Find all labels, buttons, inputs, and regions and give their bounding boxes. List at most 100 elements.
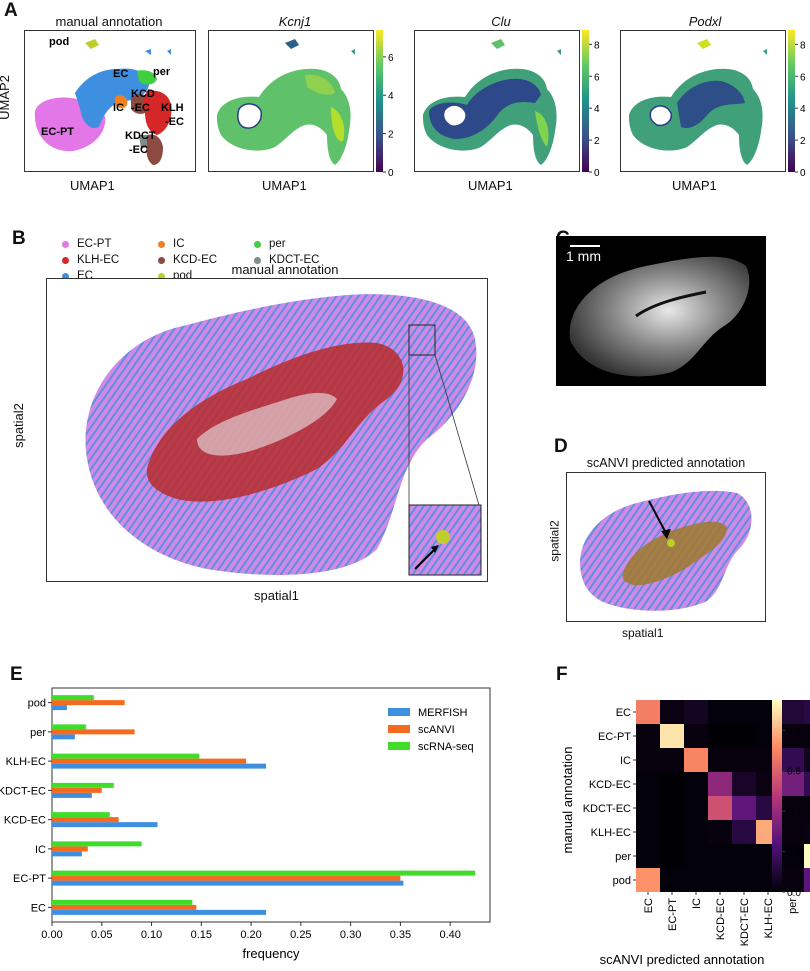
colorbar-tick-label: 8 (594, 40, 600, 51)
heat-cell-klh-ec-ec-pt (660, 820, 684, 844)
heat-cell-ec-pt-kcd-ec (708, 724, 732, 748)
panel-letter-b: B (12, 228, 26, 249)
heat-cell-ec-ec (636, 700, 660, 724)
heat-cell-per-ec-pt (660, 844, 684, 868)
heat-cell-ec-ec-pt (660, 700, 684, 724)
y-tick-label: KDCT-EC (0, 785, 46, 797)
legend-dot-icon (158, 272, 165, 280)
legend-label: KCD-EC (173, 254, 218, 266)
frequency-bar-chart: EC EC-PT IC KCD-EC KDCT-EC KLH-EC per pod 0.00 0… (0, 687, 491, 961)
umap-xlabel-4: UMAP1 (672, 178, 717, 193)
x-tick-label: 0.10 (141, 929, 162, 941)
cluster-label-kdct-1: KDCT (125, 130, 156, 142)
colorbar-tick-label: 8 (800, 40, 806, 51)
umap-xlabel-2: UMAP1 (262, 178, 307, 193)
bar-merfish-klh-ec (52, 763, 267, 769)
heat-cb-tick-label: 0.8 (787, 726, 801, 737)
y-tick-label: pod (28, 698, 46, 710)
heat-cell-ec-pt-pod (804, 724, 810, 748)
heat-cell-ic-kcd-ec (708, 748, 732, 772)
cluster-label-per: per (153, 66, 171, 78)
heat-cell-per-ic (684, 844, 708, 868)
legend-label: KLH-EC (77, 254, 120, 266)
legend-label: IC (173, 238, 185, 250)
heat-row-label: per (615, 851, 631, 863)
bar-scrna-seq-kdct-ec (52, 782, 114, 788)
colorbar-tick-label: 6 (388, 53, 394, 64)
bar-scanvi-ec (52, 904, 197, 910)
y-tick-label: EC-PT (13, 873, 46, 885)
spatial-b-ylabel: spatial2 (10, 403, 26, 448)
heat-cell-klh-ec-kcd-ec (708, 820, 732, 844)
spatial-b-title: manual annotation (231, 262, 339, 277)
cluster-label-kcd-2: -EC (131, 102, 150, 114)
heat-cell-pod-kcd-ec (708, 868, 732, 892)
x-tick-label: 0.30 (340, 929, 361, 941)
bar-merfish-ec-pt (52, 880, 404, 886)
heat-cell-ec-kcd-ec (708, 700, 732, 724)
legend-dot-icon (62, 272, 69, 280)
bar-legend-swatch (388, 708, 410, 716)
heat-row-label: IC (620, 755, 631, 767)
bar-legend-label: MERFISH (418, 707, 468, 719)
heat-cell-kdct-ec-ic (684, 796, 708, 820)
heat-row-label: KDCT-EC (583, 803, 631, 815)
umap-kcnj1-frame (208, 30, 374, 172)
bar-merfish-kdct-ec (52, 792, 92, 798)
confusion-heatmap: EC EC-PT IC KCD-EC KDCT-EC KLH-EC per pod EC EC-… (560, 700, 810, 967)
legend-label: EC-PT (77, 238, 112, 250)
heat-cell-ec-kdct-ec (732, 700, 756, 724)
umap-clu-frame (414, 30, 580, 172)
y-tick-label: KLH-EC (6, 756, 46, 768)
panel-letter-d: D (554, 436, 568, 457)
cluster-label-klh-1: KLH (161, 102, 184, 114)
spatial-d-xlabel: spatial1 (622, 626, 664, 640)
panel-letter-f: F (556, 664, 568, 685)
bar-merfish-pod (52, 705, 67, 711)
heat-col-label: KDCT-EC (739, 898, 751, 946)
x-tick-label: 0.20 (240, 929, 261, 941)
bar-scrna-seq-pod (52, 695, 94, 701)
heat-cell-kcd-ec-pod (804, 772, 810, 796)
bar-legend-swatch (388, 725, 410, 733)
bar-scanvi-ic (52, 846, 88, 852)
spatial-d-frame (566, 472, 766, 622)
colorbar-podxl: 0 2 4 6 8 (788, 30, 806, 176)
fluorescence-image: 1 mm (556, 236, 766, 386)
bar-merfish-ec (52, 909, 267, 915)
bar-legend-label: scRNA-seq (418, 741, 474, 753)
heat-cell-ec-pt-per (780, 724, 804, 748)
heat-cell-ec-pt-ec (636, 724, 660, 748)
bar-scanvi-pod (52, 700, 125, 706)
spatial-b-xlabel: spatial1 (254, 588, 299, 603)
heat-col-label: KLH-EC (763, 898, 775, 938)
x-tick-label: 0.00 (41, 929, 62, 941)
cluster-label-kdct-2: -EC (129, 144, 148, 156)
heat-cell-klh-ec-kdct-ec (732, 820, 756, 844)
heat-cell-pod-ec-pt (660, 868, 684, 892)
bar-merfish-ic (52, 851, 82, 857)
fluorescence-kidney-svg (569, 245, 750, 377)
colorbar-tick-label: 4 (800, 104, 806, 115)
heat-cell-klh-ec-per (780, 820, 804, 844)
heat-cell-per-kdct-ec (732, 844, 756, 868)
heat-row-label: KLH-EC (591, 827, 631, 839)
x-tick-label: 0.35 (390, 929, 411, 941)
legend-item: EC-PT (62, 236, 158, 252)
heat-cell-pod-kdct-ec (732, 868, 756, 892)
heat-cell-ec-pt-kdct-ec (732, 724, 756, 748)
umap-title-clu: Clu (491, 14, 511, 29)
colorbar-tick-label: 2 (800, 136, 806, 147)
heat-row-label: EC-PT (598, 731, 631, 743)
heat-cb-tick-label: 0.2 (787, 848, 801, 859)
umap-podxl-frame (620, 30, 786, 172)
colorbar-tick-label: 4 (594, 104, 600, 115)
bar-legend-swatch (388, 742, 410, 750)
spatial-d-title: scANVI predicted annotation (586, 456, 746, 470)
legend-dot-icon (62, 240, 69, 248)
heat-cell-ic-ic (684, 748, 708, 772)
cell-type-legend: EC-PT KLH-EC EC IC KCD-EC pod per KDCT-EC (62, 236, 352, 284)
heat-cell-ic-pod (804, 748, 810, 772)
bar-scanvi-kdct-ec (52, 787, 102, 793)
legend-item: IC (158, 236, 254, 252)
